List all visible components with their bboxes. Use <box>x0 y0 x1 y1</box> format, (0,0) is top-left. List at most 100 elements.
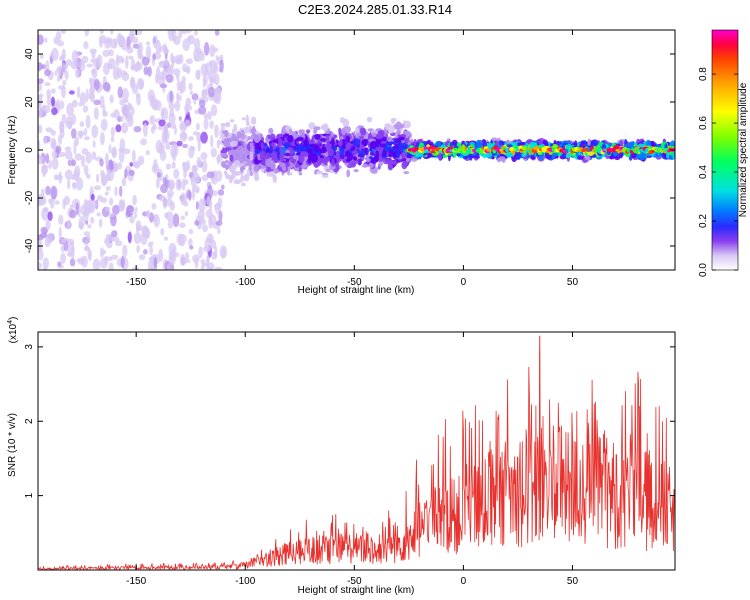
heatmap-cell <box>618 152 624 159</box>
heatmap-cell <box>77 257 85 265</box>
heatmap-cell <box>127 231 132 244</box>
heatmap-cell <box>38 124 43 134</box>
heatmap-cell <box>170 145 177 158</box>
heatmap-cell <box>382 136 387 142</box>
heatmap-cell <box>403 137 410 144</box>
heatmap-cell <box>63 195 71 206</box>
heatmap-cell <box>38 98 42 110</box>
heatmap-cell <box>181 30 188 35</box>
heatmap-cell <box>401 152 405 158</box>
heatmap-cell <box>158 248 164 262</box>
heatmap-cell <box>153 214 158 224</box>
heatmap-cell <box>141 56 150 66</box>
heatmap-cell <box>99 30 104 35</box>
heatmap-cell <box>121 178 127 187</box>
heatmap-cell <box>339 117 346 124</box>
heatmap-cell <box>158 119 166 127</box>
heatmap-cell <box>45 185 51 196</box>
heatmap-cell <box>406 154 413 159</box>
heatmap-cell <box>401 142 409 149</box>
heatmap-cell <box>172 213 180 228</box>
heatmap-cell <box>220 54 224 61</box>
heatmap-cell <box>71 50 79 63</box>
heatmap-cell <box>146 41 151 46</box>
heatmap-cell <box>206 196 211 206</box>
heatmap-cell <box>198 246 203 259</box>
heatmap-cell <box>506 144 513 148</box>
colorbar-frame <box>711 29 739 271</box>
heatmap-cell <box>214 266 222 270</box>
heatmap-cell <box>44 37 48 43</box>
heatmap-cell <box>175 178 182 191</box>
colorbar-tick-label: 0.8 <box>698 67 709 81</box>
heatmap-cell <box>168 112 176 125</box>
heatmap-cell <box>214 124 219 138</box>
heatmap-cell <box>90 193 95 201</box>
heatmap-cell <box>229 165 235 173</box>
heatmap-cell <box>172 68 181 76</box>
heatmap-cell <box>93 99 101 106</box>
heatmap-cell <box>235 170 241 176</box>
heatmap-cell <box>39 53 44 60</box>
heatmap-cell <box>71 159 77 167</box>
heatmap-cell <box>210 147 217 158</box>
heatmap-cell <box>110 126 116 137</box>
heatmap-cell <box>366 116 373 123</box>
heatmap-cell <box>553 140 557 144</box>
heatmap-cell <box>306 129 311 134</box>
heatmap-cell <box>388 149 394 158</box>
snr-x-axis-label: Height of straight line (km) <box>298 585 415 596</box>
heatmap-cell <box>353 156 358 161</box>
heatmap-cell <box>46 233 53 244</box>
heatmap-cell <box>229 154 234 162</box>
heatmap-cell <box>182 143 189 149</box>
heatmap-cell <box>60 238 67 244</box>
x-tick-label: -100 <box>235 576 255 587</box>
heatmap-cell <box>476 139 480 148</box>
heatmap-cell <box>108 159 114 171</box>
heatmap-cell <box>214 88 218 99</box>
heatmap-cell <box>193 99 197 105</box>
heatmap-cell <box>180 192 186 206</box>
heatmap-cell <box>44 69 51 77</box>
y-tick-label: 20 <box>24 96 35 108</box>
heatmap-cell <box>75 202 79 216</box>
heatmap-cell <box>212 78 216 84</box>
heatmap-cell <box>217 228 221 235</box>
heatmap-cell <box>260 142 264 150</box>
x-tick-label: -150 <box>126 277 146 288</box>
heatmap-cell <box>298 148 304 152</box>
heatmap-cell <box>246 169 251 177</box>
heatmap-cell <box>322 123 329 132</box>
heatmap-cell <box>55 31 62 42</box>
heatmap-cell <box>115 54 120 67</box>
heatmap-cell <box>119 138 126 152</box>
heatmap-cell <box>410 138 414 143</box>
heatmap-cell <box>233 159 241 167</box>
heatmap-cell <box>330 131 334 138</box>
heatmap-cell <box>623 144 628 149</box>
heatmap-cell <box>61 113 67 124</box>
heatmap-cell <box>183 179 189 185</box>
heatmap-cell <box>209 44 216 57</box>
heatmap-cell <box>203 117 209 130</box>
colorbar-tick-label: 0.0 <box>698 263 709 277</box>
heatmap-cell <box>207 111 212 120</box>
heatmap-cell <box>350 160 357 168</box>
heatmap-cell <box>172 246 176 255</box>
heatmap-cell <box>83 127 88 137</box>
heatmap-cell <box>87 234 91 242</box>
heatmap-cell <box>587 138 591 147</box>
heatmap-cell <box>124 168 128 178</box>
heatmap-cell <box>136 245 140 254</box>
heatmap-cell <box>108 144 112 154</box>
heatmap-cell <box>387 136 393 143</box>
heatmap-cell <box>202 224 208 233</box>
heatmap-cell <box>50 129 56 136</box>
heatmap-cell <box>91 151 97 161</box>
heatmap-cell <box>158 61 164 68</box>
heatmap-cell <box>118 149 125 163</box>
heatmap-cell <box>319 147 327 154</box>
heatmap-cell <box>318 157 326 164</box>
